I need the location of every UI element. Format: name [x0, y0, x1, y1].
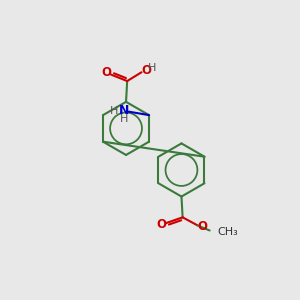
Text: CH₃: CH₃ — [218, 227, 238, 237]
Text: H: H — [148, 63, 157, 73]
Text: O: O — [102, 67, 112, 80]
Text: O: O — [141, 64, 151, 77]
Text: O: O — [197, 220, 207, 233]
Text: O: O — [157, 218, 166, 231]
Text: H: H — [120, 114, 128, 124]
Text: H: H — [110, 106, 118, 116]
Text: N: N — [119, 104, 129, 118]
